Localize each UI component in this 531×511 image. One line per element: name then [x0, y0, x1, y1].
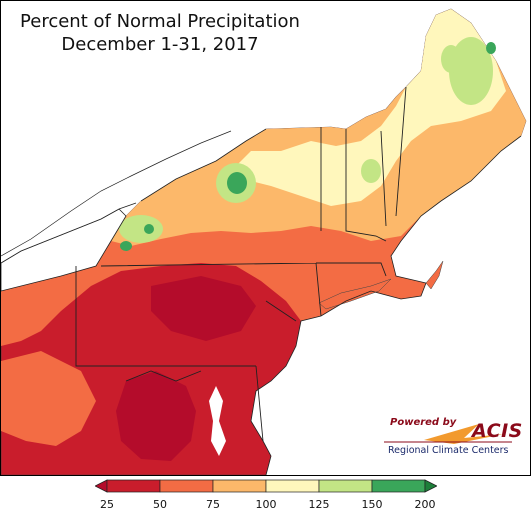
region-very-wet-2	[486, 42, 496, 54]
legend-bar	[94, 479, 438, 493]
cape-cod	[425, 260, 444, 290]
map-subtitle: December 1-31, 2017	[61, 34, 259, 55]
region-moderate-sw	[1, 351, 96, 446]
long-island	[318, 278, 392, 310]
region-very-wet-4	[144, 224, 154, 234]
legend-swatch	[106, 479, 161, 493]
acis-credit-logo: Powered by ACIS Regional Climate Centers	[384, 414, 522, 460]
region-very-wet-1	[227, 172, 247, 194]
lake-ontario	[1, 1, 266, 263]
color-legend: 25 50 75 100 125 150 200	[94, 478, 438, 511]
legend-tick-label: 75	[206, 498, 220, 511]
acis-swoosh-icon	[384, 424, 512, 444]
region-very-wet-3	[120, 241, 132, 251]
region-wet-maine-2	[441, 45, 461, 73]
lake-ontario-shore	[1, 128, 267, 264]
legend-swatch	[265, 479, 320, 493]
precipitation-map	[1, 1, 530, 475]
regional-climate-centers-text: Regional Climate Centers	[388, 445, 509, 456]
chesapeake-bay	[209, 386, 226, 456]
region-very-dry-2	[151, 276, 256, 341]
legend-arrow-high	[424, 479, 438, 493]
atlantic-ocean	[251, 131, 530, 475]
legend-swatch	[318, 479, 373, 493]
acis-brand-text: ACIS	[472, 420, 523, 442]
legend-tick-label: 100	[255, 498, 277, 511]
legend-tick-label: 50	[153, 498, 167, 511]
region-above-normal	[231, 9, 506, 206]
lake-ontario-north-shore	[1, 130, 232, 257]
region-wet-nh	[361, 159, 381, 183]
legend-tick-label: 25	[100, 498, 114, 511]
legend-swatch	[371, 479, 426, 493]
map-title: Percent of Normal Precipitation	[20, 11, 300, 32]
coastline	[250, 135, 522, 475]
legend-tick-label: 200	[414, 498, 436, 511]
region-wet-ny-2	[119, 215, 163, 243]
powered-by-text: Powered by	[390, 417, 457, 428]
legend-tick-label: 150	[361, 498, 383, 511]
region-very-dry	[116, 371, 196, 461]
legend-swatch	[212, 479, 267, 493]
state-borders	[75, 86, 407, 442]
map-frame	[0, 0, 531, 476]
legend-swatch	[159, 479, 214, 493]
legend-tick-label: 125	[308, 498, 330, 511]
legend-arrow-low	[94, 479, 108, 493]
